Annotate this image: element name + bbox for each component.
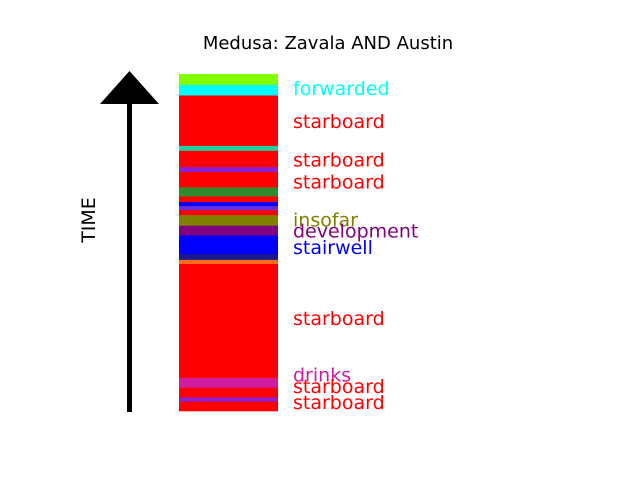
timeline-segment <box>179 387 278 398</box>
time-arrow-head <box>100 71 159 104</box>
timeline-segment <box>179 95 278 146</box>
segment-label: starboard <box>293 150 385 172</box>
timeline-segment <box>179 205 278 211</box>
timeline-segment <box>179 187 278 197</box>
segment-label: starboard <box>293 111 385 133</box>
timeline-segment <box>179 377 278 388</box>
time-arrow-shaft <box>127 100 132 412</box>
time-axis-label: TIME <box>78 197 100 244</box>
timeline-segment <box>179 209 278 216</box>
segment-label: development <box>293 221 418 243</box>
segment-label: forwarded <box>293 78 390 100</box>
segment-label: starboard <box>293 308 385 330</box>
timeline-segment <box>179 259 278 264</box>
timeline-segment <box>179 171 278 188</box>
timeline-segment <box>179 401 278 412</box>
segment-label: insofar <box>293 210 358 232</box>
segment-label: starboard <box>293 392 385 414</box>
timeline-segment <box>179 84 278 96</box>
timeline-segment <box>179 235 278 255</box>
timeline-bar <box>179 74 278 412</box>
timeline-segment <box>179 196 278 203</box>
segment-label: starboard <box>293 172 385 194</box>
time-arrow <box>100 71 159 412</box>
segment-labels: forwardedstarboardstarboardstarboardinso… <box>293 78 418 414</box>
timeline-segment <box>179 397 278 402</box>
segment-label: stairwell <box>293 237 373 259</box>
timeline-segment <box>179 214 278 226</box>
timeline-segment <box>179 150 278 168</box>
timeline-segment <box>179 166 278 172</box>
timeline-segment <box>179 225 278 236</box>
timeline-segment <box>179 74 278 85</box>
timeline-segment <box>179 201 278 207</box>
segment-label: starboard <box>293 376 385 398</box>
segment-label: drinks <box>293 365 351 387</box>
chart-title: Medusa: Zavala AND Austin <box>203 33 453 54</box>
timeline-segment <box>179 263 278 378</box>
timeline-segment <box>179 253 278 260</box>
timeline-segment <box>179 145 278 151</box>
